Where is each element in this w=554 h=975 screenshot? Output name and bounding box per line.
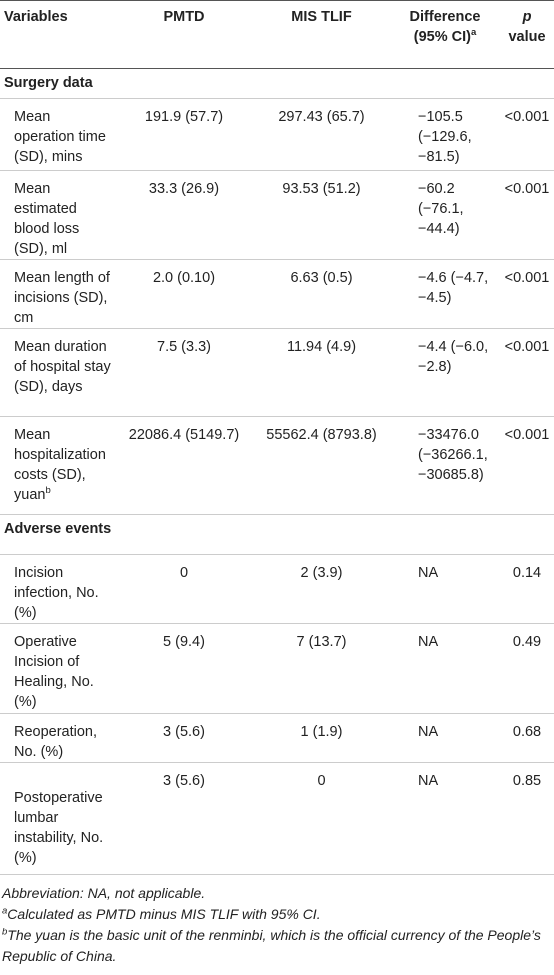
data-row: Mean length of incisions (SD), cm 2.0 (0.… xyxy=(0,259,554,329)
header-text: Difference (95% CI) xyxy=(409,9,481,45)
cell: −4.4 (−6.0, −2.8) xyxy=(390,328,500,417)
cell: 3 (5.6) xyxy=(115,713,253,763)
cell: −105.5 (−129.6, −81.5) xyxy=(390,98,500,171)
cell: Mean operation time (SD), mins xyxy=(0,98,115,171)
cell: 6.63 (0.5) xyxy=(253,259,390,329)
data-row: Mean hospitalization costs (SD), yuanb 22… xyxy=(0,416,554,515)
cell: Mean duration of hospital stay (SD), day… xyxy=(0,328,115,417)
cell: 55562.4 (8793.8) xyxy=(253,416,390,515)
cell: −33476.0 (−36266.1, −30685.8) xyxy=(390,416,500,515)
cell: 0.49 xyxy=(500,623,554,714)
footnote-text: Abbreviation: NA, not applicable. xyxy=(2,885,206,901)
header-text: value xyxy=(508,29,546,45)
cell: 11.94 (4.9) xyxy=(253,328,390,417)
cell: Mean estimated blood loss (SD), ml xyxy=(0,170,115,260)
data-row: Postoperative lumbar instability, No. (%… xyxy=(0,762,554,875)
section-title: Surgery data xyxy=(0,68,554,99)
cell: 0.85 xyxy=(500,762,554,875)
cell: 1 (1.9) xyxy=(253,713,390,763)
header-cell: PMTD xyxy=(115,0,253,69)
results-table: Variables PMTD MIS TLIF Difference (95% … xyxy=(0,0,554,875)
header-cell: p value xyxy=(500,0,554,69)
cell: 7 (13.7) xyxy=(253,623,390,714)
note-marker: a xyxy=(470,27,477,39)
footnote-text: The yuan is the basic unit of the renmin… xyxy=(2,927,541,964)
cell-text: Mean hospitalization costs (SD), yuan xyxy=(14,427,106,503)
footnote: bThe yuan is the basic unit of the renmi… xyxy=(2,925,552,967)
data-row: Reoperation, No. (%) 3 (5.6) 1 (1.9) NA 0.68 xyxy=(0,713,554,763)
data-row: Operative Incision of Healing, No. (%) 5 … xyxy=(0,623,554,714)
cell: 33.3 (26.9) xyxy=(115,170,253,260)
cell: Mean length of incisions (SD), cm xyxy=(0,259,115,329)
cell: 2.0 (0.10) xyxy=(115,259,253,329)
data-row: Mean estimated blood loss (SD), ml 33.3 (… xyxy=(0,170,554,260)
cell: <0.001 xyxy=(500,328,554,417)
cell: Postoperative lumbar instability, No. (%… xyxy=(0,762,115,875)
footnote: Abbreviation: NA, not applicable. xyxy=(2,883,552,904)
cell: −4.6 (−4.7, −4.5) xyxy=(390,259,500,329)
footnotes: Abbreviation: NA, not applicable. aCalcul… xyxy=(0,875,554,967)
cell: <0.001 xyxy=(500,416,554,515)
note-marker: b xyxy=(45,485,51,497)
cell: 3 (5.6) xyxy=(115,762,253,875)
note-marker: a xyxy=(2,905,8,917)
cell: 0.14 xyxy=(500,554,554,624)
note-marker: b xyxy=(2,926,8,938)
cell: 297.43 (65.7) xyxy=(253,98,390,171)
cell: 2 (3.9) xyxy=(253,554,390,624)
data-row: Incision infection, No. (%) 0 2 (3.9) NA 0.1… xyxy=(0,554,554,624)
data-row: Mean duration of hospital stay (SD), day… xyxy=(0,328,554,417)
header-text: p xyxy=(522,9,532,25)
cell: 0 xyxy=(253,762,390,875)
section-row: Surgery data xyxy=(0,68,554,99)
header-cell: MIS TLIF xyxy=(253,0,390,69)
header-cell: Difference (95% CI)a xyxy=(390,0,500,69)
header-row: Variables PMTD MIS TLIF Difference (95% … xyxy=(0,0,554,69)
cell: 22086.4 (5149.7) xyxy=(115,416,253,515)
cell: −60.2 (−76.1, −44.4) xyxy=(390,170,500,260)
cell: 0.68 xyxy=(500,713,554,763)
cell: <0.001 xyxy=(500,170,554,260)
cell: Reoperation, No. (%) xyxy=(0,713,115,763)
cell: <0.001 xyxy=(500,259,554,329)
cell: NA xyxy=(390,713,500,763)
cell: Operative Incision of Healing, No. (%) xyxy=(0,623,115,714)
header-cell: Variables xyxy=(0,0,115,69)
footnote-text: Calculated as PMTD minus MIS TLIF with 9… xyxy=(7,906,321,922)
cell: <0.001 xyxy=(500,98,554,171)
data-row: Mean operation time (SD), mins 191.9 (57.… xyxy=(0,98,554,171)
cell: NA xyxy=(390,554,500,624)
cell: 5 (9.4) xyxy=(115,623,253,714)
cell: Incision infection, No. (%) xyxy=(0,554,115,624)
cell: 0 xyxy=(115,554,253,624)
cell: NA xyxy=(390,762,500,875)
section-title: Adverse events xyxy=(0,514,554,555)
cell: Mean hospitalization costs (SD), yuanb xyxy=(0,416,115,515)
footnote: aCalculated as PMTD minus MIS TLIF with … xyxy=(2,904,552,925)
cell: 7.5 (3.3) xyxy=(115,328,253,417)
cell: 93.53 (51.2) xyxy=(253,170,390,260)
cell: NA xyxy=(390,623,500,714)
section-row: Adverse events xyxy=(0,514,554,555)
cell: 191.9 (57.7) xyxy=(115,98,253,171)
